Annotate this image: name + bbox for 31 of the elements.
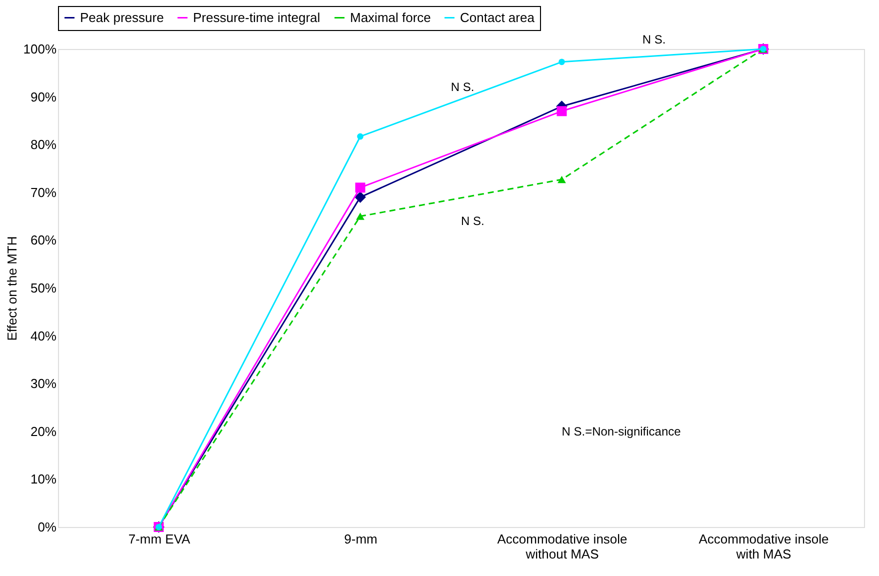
point [556,106,567,116]
y-tick-label: 40% [30,328,57,344]
legend-label: Pressure-time integral [193,10,320,25]
point [356,212,364,220]
y-axis-title: Effect on the MTH [4,236,20,341]
annotation: N S. [461,214,484,228]
y-tick-label: 100% [23,42,57,56]
legend-label: Maximal force [350,10,431,25]
y-tick-label: 10% [30,472,57,487]
y-tick-label: 90% [30,89,57,104]
point [355,182,366,193]
y-tick-label: 60% [30,232,57,248]
x-tick-label: 7-mm EVA [128,532,191,546]
y-tick-label: 30% [30,376,57,392]
y-tick-label: 80% [30,137,57,152]
point [357,133,364,140]
text: N S. [642,32,666,46]
legend-label: Contact area [460,10,536,25]
y-tick-label: 0% [38,520,57,534]
annotation: N S.=Non-significance [562,424,682,438]
x-tick-label: 9-mm [344,532,378,546]
annotation: N S. [450,80,474,94]
x-tick-label: Accommodative insole with MAS [698,532,829,562]
y-tick-label: 70% [30,184,57,200]
y-tick-label: 50% [30,280,57,296]
point [354,191,366,203]
point [558,176,566,184]
legend-label: Peak pressure [80,10,164,25]
x-tick-label: Accommodative insole without MAS [497,532,628,562]
y-tick-label: 20% [30,424,57,439]
point [558,58,565,66]
